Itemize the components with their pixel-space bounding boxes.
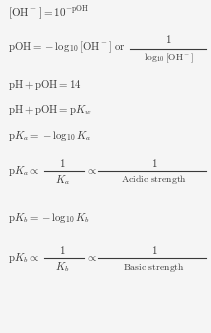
Text: $1$: $1$ bbox=[59, 244, 66, 256]
Text: $\mathrm{Acidic\;strength}$: $\mathrm{Acidic\;strength}$ bbox=[121, 173, 187, 186]
Text: $\mathrm{p}K_b = -\log_{10} K_b$: $\mathrm{p}K_b = -\log_{10} K_b$ bbox=[8, 211, 91, 225]
Text: $\propto$: $\propto$ bbox=[86, 166, 98, 176]
Text: $\mathrm{pOH} = -\log_{10}[\mathrm{OH}^-]\;\mathrm{or}$: $\mathrm{pOH} = -\log_{10}[\mathrm{OH}^-… bbox=[8, 39, 126, 55]
Text: $1$: $1$ bbox=[165, 33, 172, 45]
Text: $K_a$: $K_a$ bbox=[55, 173, 70, 187]
Text: $[\mathrm{OH}^-] = 10^{-\mathrm{pOH}}$: $[\mathrm{OH}^-] = 10^{-\mathrm{pOH}}$ bbox=[8, 4, 90, 22]
Text: $\mathrm{pH} + \mathrm{pOH} = \mathrm{p}K_w$: $\mathrm{pH} + \mathrm{pOH} = \mathrm{p}… bbox=[8, 103, 92, 117]
Text: $1$: $1$ bbox=[151, 157, 157, 169]
Text: $1$: $1$ bbox=[59, 157, 66, 169]
Text: $1$: $1$ bbox=[151, 244, 157, 256]
Text: $\mathrm{p}K_a \propto$: $\mathrm{p}K_a \propto$ bbox=[8, 164, 40, 178]
Text: $\mathrm{p}K_a = -\log_{10} K_a$: $\mathrm{p}K_a = -\log_{10} K_a$ bbox=[8, 129, 92, 143]
Text: $\propto$: $\propto$ bbox=[86, 253, 98, 263]
Text: $\log_{10}[\mathrm{OH}^-]$: $\log_{10}[\mathrm{OH}^-]$ bbox=[144, 51, 194, 65]
Text: $\mathrm{pH} + \mathrm{pOH} = 14$: $\mathrm{pH} + \mathrm{pOH} = 14$ bbox=[8, 78, 82, 92]
Text: $K_b$: $K_b$ bbox=[55, 260, 69, 274]
Text: $\mathrm{p}K_b \propto$: $\mathrm{p}K_b \propto$ bbox=[8, 251, 39, 265]
Text: $\mathrm{Basic\;strength}$: $\mathrm{Basic\;strength}$ bbox=[123, 260, 185, 273]
